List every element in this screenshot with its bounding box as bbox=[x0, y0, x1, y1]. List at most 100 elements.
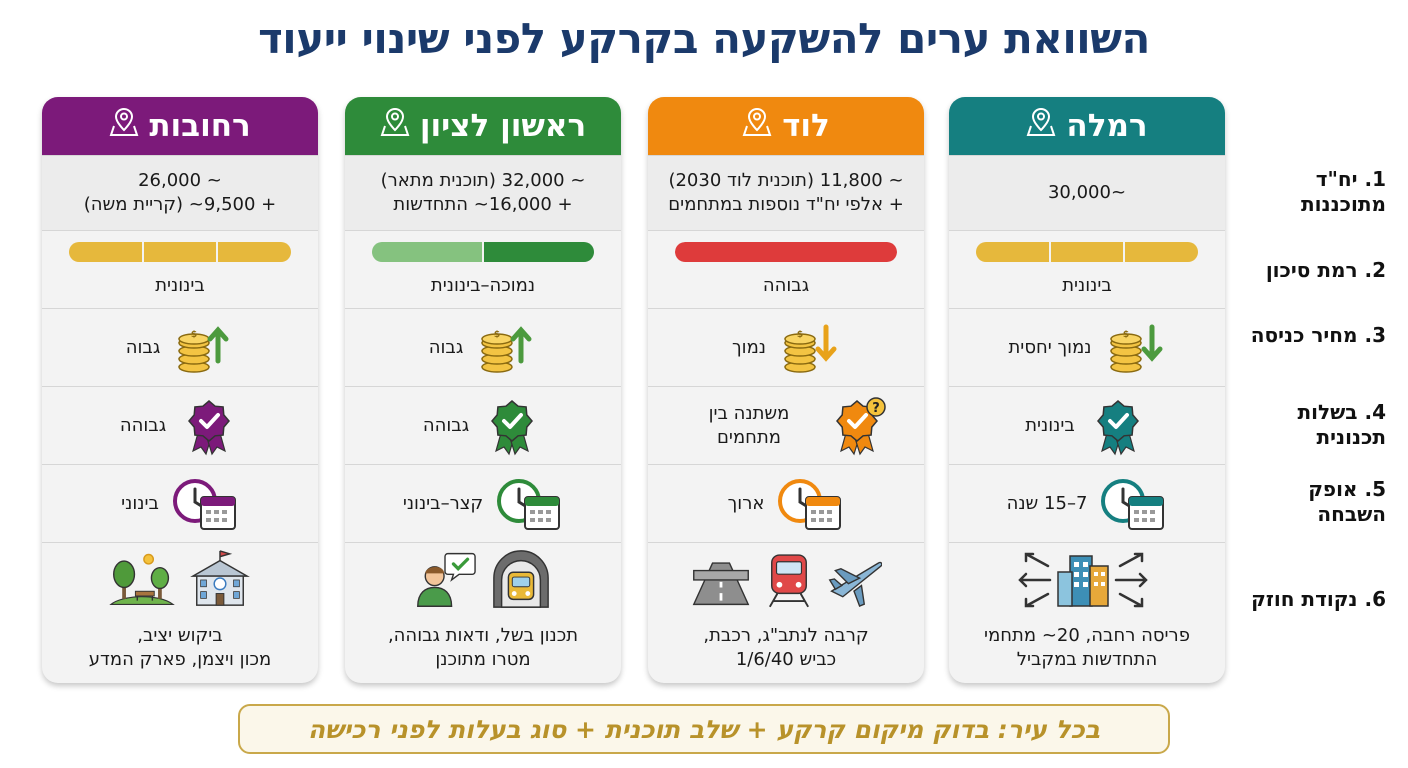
horizon-label: קצר–בינוני bbox=[402, 492, 484, 514]
map-pin-icon bbox=[1026, 106, 1056, 146]
criterion-text: אופק השבחה bbox=[1308, 477, 1386, 526]
strength-line-1: פריסה רחבה, 20~ מתחמי bbox=[984, 625, 1190, 647]
units-line-2: + 9,500~ (קריית משה) bbox=[83, 194, 277, 215]
page-title: השוואת ערים להשקעה בקרקע לפני שינוי ייעו… bbox=[258, 14, 1150, 63]
risk-label: בינונית bbox=[1062, 274, 1112, 296]
coins-up-arrow-icon: $ bbox=[475, 317, 537, 379]
strength-row: פריסה רחבה, 20~ מתחמי התחדשות במקביל bbox=[949, 542, 1225, 682]
coins-down-arrow-icon: $ bbox=[778, 317, 840, 379]
approval-badge-icon: ? bbox=[826, 395, 888, 457]
risk-bar bbox=[675, 241, 897, 262]
entry-price-label: נמוך יחסית bbox=[1008, 336, 1092, 358]
horizon-label: ארוך bbox=[727, 492, 765, 514]
strength-row: תכנון בשל, ודאות גבוהה, מטרו מתוכנן bbox=[345, 542, 621, 682]
maturity-label: גבוהה bbox=[119, 414, 167, 436]
approval-badge-icon bbox=[481, 395, 543, 457]
entry-price-label: נמוך bbox=[732, 336, 767, 358]
metro-tunnel-icon bbox=[490, 548, 552, 616]
clock-calendar-icon bbox=[171, 473, 239, 535]
criterion-label: 4. בשלות תכנונית bbox=[1236, 400, 1387, 450]
planned-units-row: ~ 11,800 (תוכנית לוד 2030) + אלפי יח"ד נו… bbox=[648, 155, 924, 230]
city-name: רמלה bbox=[1066, 108, 1148, 144]
horizon-row: קצר–בינוני bbox=[345, 464, 621, 542]
risk-row: בינונית bbox=[949, 230, 1225, 308]
strength-line-2: מטרו מתוכנן bbox=[435, 648, 531, 670]
criterion-text: נקודת חוזק bbox=[1251, 587, 1358, 611]
city-header: רחובות bbox=[42, 97, 318, 155]
horizon-row: 7–15 שנה bbox=[949, 464, 1225, 542]
entry-price-label: גבוה bbox=[428, 336, 464, 358]
map-pin-icon bbox=[109, 106, 139, 146]
coins-up-arrow-icon: $ bbox=[172, 317, 234, 379]
highway-icon bbox=[690, 548, 752, 616]
criterion-label: 6. נקודת חוזק bbox=[1236, 587, 1386, 612]
horizon-row: ארוך bbox=[648, 464, 924, 542]
criterion-text: מחיר כניסה bbox=[1250, 323, 1358, 347]
strength-line-2: כביש 1/6/40 bbox=[735, 648, 837, 670]
units-line-1: ~30,000 bbox=[1047, 181, 1127, 203]
city-header: ראשון לציון bbox=[345, 97, 621, 155]
criterion-label: 3. מחיר כניסה bbox=[1236, 323, 1386, 348]
strength-line-1: ביקוש יציב, bbox=[137, 625, 223, 647]
entry-price-row: $ נמוך bbox=[648, 308, 924, 386]
footer-tip: בכל עיר: בדוק מיקום קרקע + שלב תוכנית + … bbox=[238, 704, 1170, 754]
units-line-2: + אלפי יח"ד נוספות במתחמים bbox=[668, 194, 904, 215]
risk-label: נמוכה–בינונית bbox=[430, 274, 536, 296]
entry-price-label: גבוה bbox=[125, 336, 161, 358]
planned-units-row: ~30,000 bbox=[949, 155, 1225, 230]
criterion-text: יח"ד מתוכננות bbox=[1301, 167, 1386, 216]
risk-row: גבוהה bbox=[648, 230, 924, 308]
entry-price-row: $ גבוה bbox=[345, 308, 621, 386]
strength-row: קרבה לנתב"ג, רכבת, כביש 1/6/40 bbox=[648, 542, 924, 682]
approval-badge-icon bbox=[1087, 395, 1149, 457]
approval-badge-icon bbox=[178, 395, 240, 457]
risk-label: בינונית bbox=[155, 274, 205, 296]
entry-price-row: $ גבוה bbox=[42, 308, 318, 386]
units-line-2: + 16,000~ התחדשות bbox=[393, 194, 573, 215]
clock-calendar-icon bbox=[776, 473, 844, 535]
criterion-number: 5. bbox=[1364, 477, 1386, 501]
risk-row: נמוכה–בינונית bbox=[345, 230, 621, 308]
criterion-number: 6. bbox=[1364, 587, 1386, 611]
criterion-label: 5. אופק השבחה bbox=[1236, 477, 1386, 527]
criterion-label: 1. יח"ד מתוכננות bbox=[1236, 167, 1386, 217]
strength-icons bbox=[1012, 552, 1162, 616]
horizon-row: בינוני bbox=[42, 464, 318, 542]
units-line-1: ~ 32,000 (תוכנית מתאר) bbox=[380, 169, 586, 191]
strength-line-2: התחדשות במקביל bbox=[1016, 648, 1158, 670]
criterion-number: 2. bbox=[1364, 258, 1386, 282]
coins-down-arrow-icon: $ bbox=[1104, 317, 1166, 379]
city-card: רמלה ~30,000 בינונית $ נמוך יחסית בינונית 7–15… bbox=[949, 97, 1225, 683]
criterion-label: 2. רמת סיכון bbox=[1236, 258, 1386, 283]
city-name: ראשון לציון bbox=[419, 108, 587, 144]
svg-text:$: $ bbox=[191, 330, 197, 340]
city-header: רמלה bbox=[949, 97, 1225, 155]
svg-text:$: $ bbox=[797, 330, 803, 340]
approved-person-icon bbox=[414, 548, 476, 616]
city-name: רחובות bbox=[149, 108, 251, 144]
risk-bar bbox=[976, 241, 1198, 262]
train-icon bbox=[766, 548, 812, 616]
strength-icons bbox=[414, 549, 552, 616]
units-line-1: ~ 11,800 (תוכנית לוד 2030) bbox=[668, 169, 904, 191]
strength-icons bbox=[690, 554, 883, 616]
clock-calendar-icon bbox=[1099, 473, 1167, 535]
maturity-label: גבוהה bbox=[422, 414, 470, 436]
svg-text:?: ? bbox=[872, 401, 880, 416]
planned-units-row: ~ 26,000 + 9,500~ (קריית משה) bbox=[42, 155, 318, 230]
science-institute-icon bbox=[189, 548, 251, 616]
criterion-number: 1. bbox=[1364, 167, 1386, 191]
strength-line-2: מכון ויצמן, פארק המדע bbox=[88, 648, 272, 670]
strength-icons bbox=[109, 549, 251, 616]
risk-bar bbox=[69, 241, 291, 262]
risk-bar bbox=[372, 241, 594, 262]
planning-maturity-row: בינונית bbox=[949, 386, 1225, 464]
park-icon bbox=[109, 548, 175, 616]
criterion-text: רמת סיכון bbox=[1265, 258, 1358, 282]
planning-maturity-row: ? משתנה בין מתחמים bbox=[648, 386, 924, 464]
planned-units-row: ~ 32,000 (תוכנית מתאר) + 16,000~ התחדשות bbox=[345, 155, 621, 230]
horizon-label: 7–15 שנה bbox=[1006, 492, 1088, 514]
maturity-label: בינונית bbox=[1025, 414, 1075, 436]
criterion-number: 4. bbox=[1364, 400, 1386, 424]
risk-label: גבוהה bbox=[762, 274, 810, 296]
